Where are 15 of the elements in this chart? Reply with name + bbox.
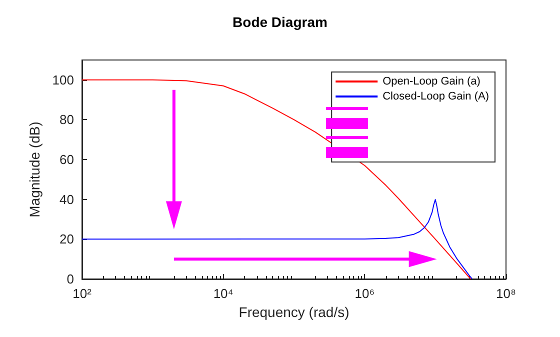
x-axis-title: Frequency (rad/s) — [238, 304, 350, 320]
y-tick-label: 60 — [60, 152, 74, 168]
legend-label: Closed-Loop Gain (A) — [382, 90, 490, 102]
x-tick-label: 10² — [72, 286, 92, 301]
y-axis-title: Magnitude (dB) — [26, 122, 42, 218]
y-tick-label: 100 — [52, 72, 74, 88]
x-tick-label: 10⁶ — [354, 286, 375, 301]
legend-label: Open-Loop Gain (a) — [382, 76, 480, 88]
chart-title: Bode Diagram — [232, 14, 328, 30]
y-tick-label: 20 — [60, 232, 74, 247]
y-tick-label: 80 — [60, 112, 74, 128]
x-tick-label: 10⁴ — [213, 286, 234, 301]
x-tick-label: 10⁸ — [496, 286, 516, 301]
y-tick-label: 0 — [66, 272, 74, 286]
y-tick-label: 40 — [60, 192, 74, 207]
